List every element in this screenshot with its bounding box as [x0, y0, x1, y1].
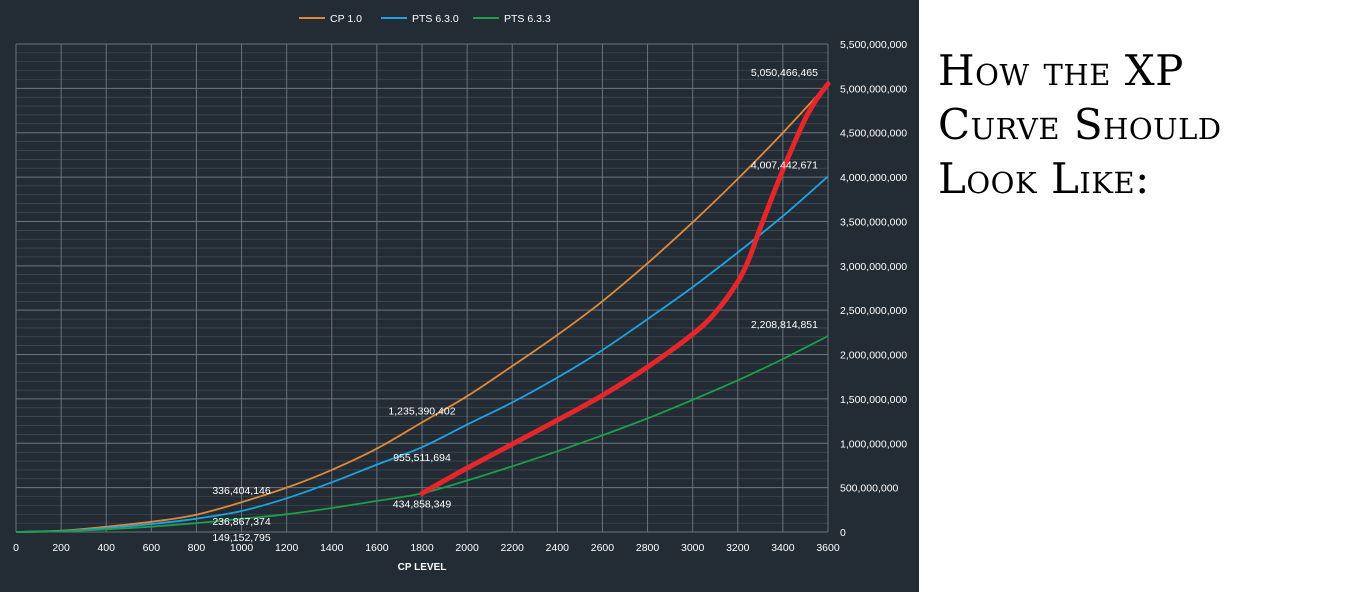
xp-curve-chart: 0 500,000,000 1,000,000,000 1,500,000,000 2,…: [13, 13, 907, 573]
x-tick-label: 3000: [681, 542, 705, 554]
x-tick-label: 2600: [591, 542, 615, 554]
annotation-text: How the XP Curve Should Look Like:: [938, 44, 1358, 206]
x-tick-label: 400: [97, 542, 115, 554]
data-label: 1,235,390,402: [388, 405, 455, 417]
y-tick-label: 3,000,000,000: [840, 261, 907, 273]
x-tick-label: 1600: [365, 542, 389, 554]
y-tick-label: 2,500,000,000: [840, 305, 907, 317]
y-tick-label: 5,500,000,000: [840, 39, 907, 51]
x-tick-label: 2200: [501, 542, 525, 554]
y-tick-label: 5,000,000,000: [840, 83, 907, 95]
x-tick-label: 800: [188, 542, 206, 554]
legend-label: PTS 6.3.3: [504, 13, 551, 25]
y-tick-label: 4,000,000,000: [840, 172, 907, 184]
annotation-line-1: How the XP: [938, 46, 1184, 95]
y-tick-label: 3,500,000,000: [840, 216, 907, 228]
x-tick-label: 200: [52, 542, 70, 554]
legend-label: CP 1.0: [330, 13, 362, 25]
x-tick-label: 1200: [275, 542, 299, 554]
x-tick-label: 3200: [726, 542, 750, 554]
data-label: 4,007,442,671: [751, 159, 818, 171]
y-tick-label: 1,000,000,000: [840, 438, 907, 450]
x-tick-label: 1000: [230, 542, 254, 554]
x-tick-label: 600: [143, 542, 161, 554]
x-tick-label: 2800: [636, 542, 660, 554]
series-line-pts-6-3-0: [15, 175, 829, 533]
x-tick-label: 3600: [816, 542, 840, 554]
data-label: 5,050,466,465: [751, 67, 818, 79]
data-label: 955,511,694: [393, 452, 451, 464]
data-label: 336,404,146: [212, 485, 271, 497]
y-tick-label: 2,000,000,000: [840, 350, 907, 362]
y-tick-label: 1,500,000,000: [840, 394, 907, 406]
x-tick-label: 2400: [546, 542, 570, 554]
data-label: 2,208,814,851: [751, 319, 818, 331]
data-label: 149,152,795: [212, 532, 271, 544]
x-tick-label: 3400: [771, 542, 795, 554]
legend-label: PTS 6.3.0: [412, 13, 459, 25]
x-tick-label: 1800: [410, 542, 434, 554]
hand-drawn-curve: [419, 81, 831, 496]
x-tick-label: 1400: [320, 542, 344, 554]
y-tick-label: 4,500,000,000: [840, 128, 907, 140]
data-label: 236,867,374: [212, 516, 271, 528]
x-axis-label: CP LEVEL: [398, 562, 447, 573]
y-tick-label: 500,000,000: [840, 483, 899, 495]
series-line-cp-1-0: [15, 83, 829, 533]
x-tick-label: 2000: [455, 542, 479, 554]
annotation-line-3: Look Like:: [938, 154, 1150, 203]
chart-panel: 0 500,000,000 1,000,000,000 1,500,000,000 2,…: [0, 0, 919, 592]
data-label: 434,858,349: [393, 498, 452, 510]
y-tick-label: 0: [840, 527, 846, 539]
x-tick-label: 0: [13, 542, 19, 554]
annotation-line-2: Curve Should: [938, 100, 1222, 149]
